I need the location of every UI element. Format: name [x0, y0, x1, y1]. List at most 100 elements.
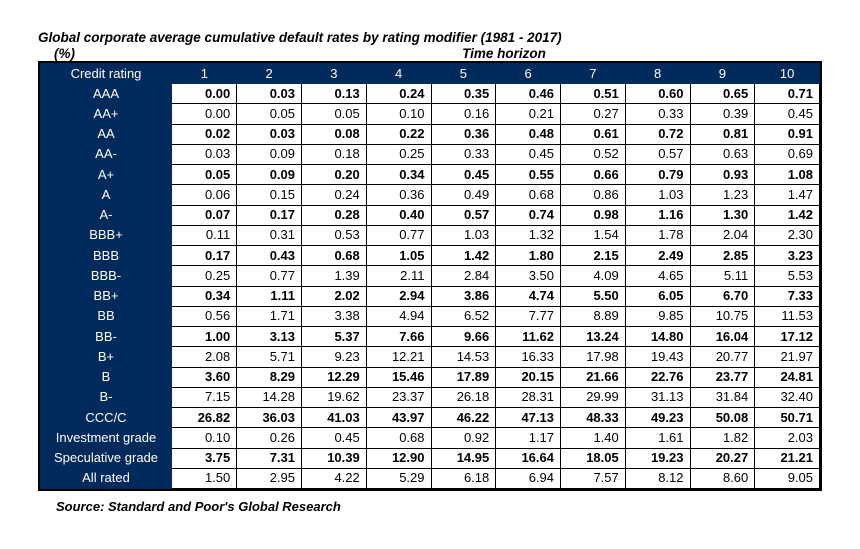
cell-value: 0.61 — [561, 124, 626, 144]
cell-value: 20.77 — [690, 347, 755, 367]
cell-value: 8.29 — [237, 367, 302, 387]
cell-value: 0.69 — [755, 144, 820, 164]
rating-label: BBB+ — [40, 225, 172, 245]
cell-value: 1.50 — [172, 468, 237, 488]
cell-value: 2.15 — [561, 246, 626, 266]
table-row: All rated1.502.954.225.296.186.947.578.1… — [40, 468, 820, 488]
cell-value: 0.17 — [237, 205, 302, 225]
cell-value: 19.23 — [625, 448, 690, 468]
cell-value: 11.53 — [755, 306, 820, 326]
cell-value: 1.05 — [366, 246, 431, 266]
cell-value: 5.53 — [755, 266, 820, 286]
cell-value: 2.95 — [237, 468, 302, 488]
cell-value: 46.22 — [431, 408, 496, 428]
table-row: BBB-0.250.771.392.112.843.504.094.655.11… — [40, 266, 820, 286]
cell-value: 1.32 — [496, 225, 561, 245]
rating-label: AAA — [40, 84, 172, 104]
cell-value: 0.79 — [625, 165, 690, 185]
cell-value: 9.66 — [431, 327, 496, 347]
cell-value: 1.16 — [625, 205, 690, 225]
cell-value: 12.90 — [366, 448, 431, 468]
cell-value: 0.03 — [237, 84, 302, 104]
cell-value: 0.81 — [690, 124, 755, 144]
cell-value: 0.49 — [431, 185, 496, 205]
cell-value: 20.27 — [690, 448, 755, 468]
table-row: AA0.020.030.080.220.360.480.610.720.810.… — [40, 124, 820, 144]
subheader-row: (%) Time horizon — [38, 46, 822, 61]
cell-value: 6.70 — [690, 286, 755, 306]
cell-value: 6.18 — [431, 468, 496, 488]
cell-value: 16.64 — [496, 448, 561, 468]
cell-value: 3.38 — [302, 306, 367, 326]
cell-value: 0.33 — [431, 144, 496, 164]
cell-value: 0.13 — [302, 84, 367, 104]
cell-value: 0.68 — [366, 428, 431, 448]
rating-label: B — [40, 367, 172, 387]
cell-value: 28.31 — [496, 387, 561, 407]
cell-value: 48.33 — [561, 408, 626, 428]
cell-value: 29.99 — [561, 387, 626, 407]
cell-value: 14.53 — [431, 347, 496, 367]
cell-value: 6.05 — [625, 286, 690, 306]
cell-value: 20.15 — [496, 367, 561, 387]
table-row: A+0.050.090.200.340.450.550.660.790.931.… — [40, 165, 820, 185]
table-row: A-0.070.170.280.400.570.740.981.161.301.… — [40, 205, 820, 225]
cell-value: 0.65 — [690, 84, 755, 104]
rating-label: AA — [40, 124, 172, 144]
cell-value: 47.13 — [496, 408, 561, 428]
cell-value: 1.39 — [302, 266, 367, 286]
cell-value: 5.11 — [690, 266, 755, 286]
cell-value: 1.61 — [625, 428, 690, 448]
cell-value: 1.11 — [237, 286, 302, 306]
cell-value: 3.75 — [172, 448, 237, 468]
cell-value: 0.46 — [496, 84, 561, 104]
cell-value: 0.27 — [561, 104, 626, 124]
col-header: 8 — [625, 63, 690, 84]
rating-label: A- — [40, 205, 172, 225]
col-header: 10 — [755, 63, 820, 84]
cell-value: 0.05 — [302, 104, 367, 124]
cell-value: 19.43 — [625, 347, 690, 367]
cell-value: 0.77 — [366, 225, 431, 245]
cell-value: 3.60 — [172, 367, 237, 387]
cell-value: 1.23 — [690, 185, 755, 205]
table-row: B+2.085.719.2312.2114.5316.3317.9819.432… — [40, 347, 820, 367]
cell-value: 3.50 — [496, 266, 561, 286]
rating-label: BB — [40, 306, 172, 326]
cell-value: 4.22 — [302, 468, 367, 488]
cell-value: 50.71 — [755, 408, 820, 428]
col-header: 2 — [237, 63, 302, 84]
cell-value: 2.03 — [755, 428, 820, 448]
rating-label: BBB — [40, 246, 172, 266]
cell-value: 0.68 — [496, 185, 561, 205]
cell-value: 0.40 — [366, 205, 431, 225]
cell-value: 0.98 — [561, 205, 626, 225]
cell-value: 0.10 — [172, 428, 237, 448]
cell-value: 0.92 — [431, 428, 496, 448]
cell-value: 0.33 — [625, 104, 690, 124]
cell-value: 7.66 — [366, 327, 431, 347]
cell-value: 0.15 — [237, 185, 302, 205]
cell-value: 31.13 — [625, 387, 690, 407]
cell-value: 0.00 — [172, 104, 237, 124]
cell-value: 1.40 — [561, 428, 626, 448]
cell-value: 12.29 — [302, 367, 367, 387]
cell-value: 0.36 — [431, 124, 496, 144]
cell-value: 0.39 — [690, 104, 755, 124]
cell-value: 41.03 — [302, 408, 367, 428]
cell-value: 1.54 — [561, 225, 626, 245]
cell-value: 0.55 — [496, 165, 561, 185]
cell-value: 50.08 — [690, 408, 755, 428]
rating-label: AA- — [40, 144, 172, 164]
cell-value: 0.03 — [172, 144, 237, 164]
source-citation: Source: Standard and Poor's Global Resea… — [38, 499, 822, 514]
cell-value: 1.78 — [625, 225, 690, 245]
cell-value: 4.94 — [366, 306, 431, 326]
cell-value: 0.24 — [366, 84, 431, 104]
cell-value: 43.97 — [366, 408, 431, 428]
cell-value: 9.05 — [755, 468, 820, 488]
cell-value: 1.03 — [625, 185, 690, 205]
table-row: AAA0.000.030.130.240.350.460.510.600.650… — [40, 84, 820, 104]
cell-value: 0.56 — [172, 306, 237, 326]
cell-value: 8.60 — [690, 468, 755, 488]
